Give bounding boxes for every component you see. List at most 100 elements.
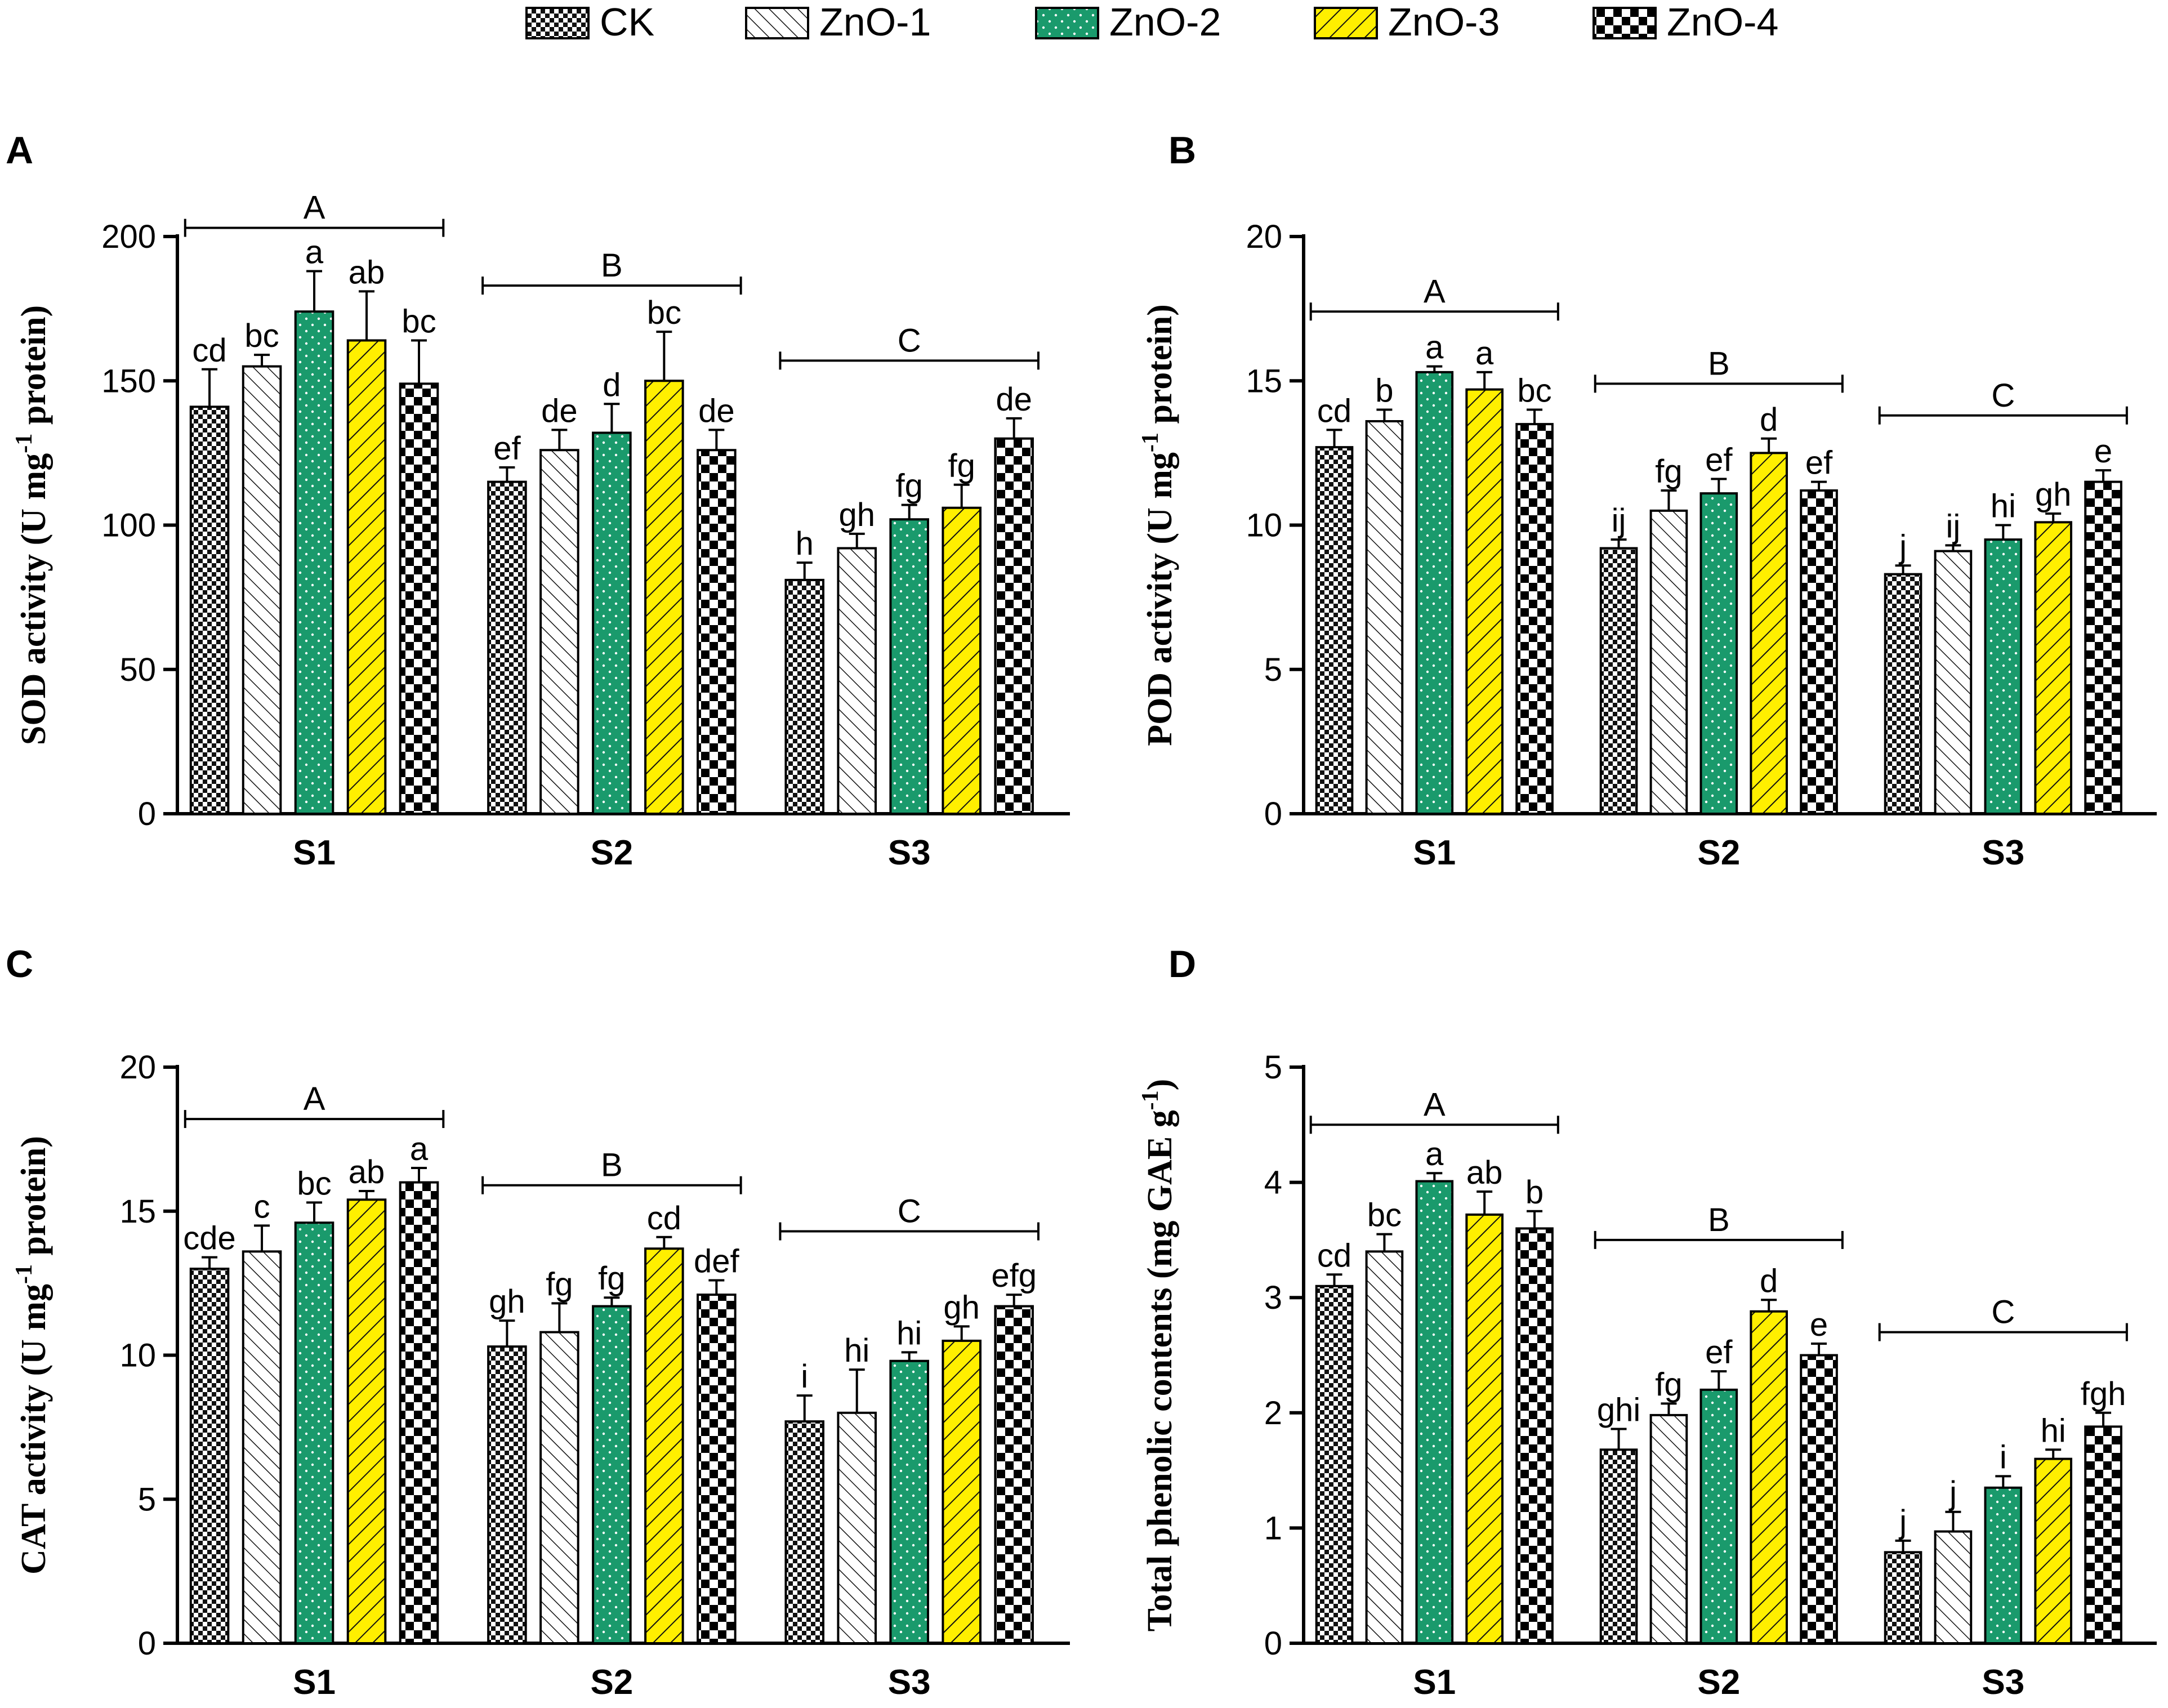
bar-zno-4-s3 bbox=[2084, 480, 2122, 815]
y-tick-label: 150 bbox=[101, 363, 156, 399]
legend-item-zno-3: ZnO-3 bbox=[1314, 0, 1500, 44]
significance-letter: hi bbox=[844, 1332, 869, 1369]
significance-letter: bc bbox=[297, 1165, 331, 1202]
significance-letter: fgh bbox=[2081, 1376, 2126, 1412]
legend-item-zno-2: ZnO-2 bbox=[1035, 0, 1221, 44]
bar-zno-1-s1 bbox=[1365, 1250, 1404, 1645]
significance-letter: ij bbox=[1612, 502, 1626, 539]
significance-letter: a bbox=[305, 234, 324, 271]
bar-zno-3-s1 bbox=[1465, 1213, 1504, 1644]
bar-zno-2-s2 bbox=[1699, 1388, 1738, 1644]
bar-zno-2-s1 bbox=[294, 1221, 334, 1644]
x-tick-label: S1 bbox=[293, 833, 336, 872]
x-tick-label: S2 bbox=[590, 1663, 633, 1702]
y-tick-label: 20 bbox=[1246, 218, 1282, 255]
legend-swatch bbox=[1314, 7, 1378, 39]
significance-letter: fg bbox=[1655, 453, 1682, 490]
significance-letter: ef bbox=[1705, 442, 1733, 479]
group-letter: B bbox=[1708, 1202, 1730, 1238]
bar-zno-1-s3 bbox=[1934, 1530, 1973, 1645]
bar-zno-4-s2 bbox=[1800, 1354, 1838, 1644]
y-tick-label: 10 bbox=[119, 1337, 156, 1374]
panel-letter: B bbox=[1168, 129, 1196, 172]
significance-letter: c bbox=[254, 1188, 270, 1225]
group-letter: A bbox=[1424, 273, 1446, 310]
y-tick-label: 50 bbox=[119, 652, 156, 688]
x-tick-label: S1 bbox=[1413, 1663, 1456, 1702]
bar-zno-4-s2 bbox=[697, 1294, 737, 1644]
y-tick-label: 0 bbox=[1264, 1625, 1282, 1662]
legend-item-ck: CK bbox=[525, 0, 654, 44]
significance-letter: efg bbox=[991, 1257, 1037, 1294]
x-tick-label: S3 bbox=[888, 1663, 931, 1702]
y-tick-label: 0 bbox=[138, 1625, 156, 1662]
y-axis-title-end: protein) bbox=[15, 305, 53, 434]
significance-letter: a bbox=[1475, 335, 1494, 372]
significance-letter: bc bbox=[402, 304, 436, 340]
significance-letter: de bbox=[698, 393, 735, 429]
bar-zno-3-s2 bbox=[644, 380, 684, 815]
x-tick-label: S1 bbox=[293, 1663, 336, 1702]
significance-letter: ab bbox=[349, 1154, 385, 1190]
significance-letter: ab bbox=[349, 254, 385, 291]
bar-zno-1-s2 bbox=[1649, 509, 1688, 815]
bar-zno-2-s3 bbox=[1984, 1486, 2023, 1645]
significance-letter: de bbox=[541, 393, 578, 429]
significance-letter: gh bbox=[943, 1289, 980, 1326]
group-letter: A bbox=[304, 190, 325, 226]
group-letter: B bbox=[601, 1147, 623, 1184]
y-axis-title-sup: -1 bbox=[1137, 1090, 1163, 1110]
y-tick-label: 15 bbox=[119, 1193, 156, 1230]
bar-zno-4-s2 bbox=[1800, 489, 1838, 815]
significance-letter: cd bbox=[1317, 393, 1351, 429]
group-letter: C bbox=[898, 1193, 921, 1230]
bar-zno-4-s3 bbox=[994, 437, 1034, 815]
panel-d: D 0 1 2 3 4 5 Total phenolic contents (mg GAE g… bbox=[1137, 943, 2157, 1702]
legend-item-zno-4: ZnO-4 bbox=[1592, 0, 1778, 44]
group-letter: C bbox=[1991, 1294, 2015, 1331]
bar-zno-1-s1 bbox=[242, 365, 282, 815]
y-tick-label: 5 bbox=[1264, 652, 1282, 688]
significance-letter: bc bbox=[1517, 373, 1551, 409]
bar-zno-2-s2 bbox=[592, 431, 632, 815]
bar-zno-1-s3 bbox=[837, 547, 877, 815]
y-tick-label: 15 bbox=[1246, 363, 1282, 399]
y-axis-title: Total phenolic contents (mg GAE g-1) bbox=[1137, 1079, 1179, 1632]
significance-letter: ef bbox=[1705, 1334, 1733, 1371]
group-letter: C bbox=[1991, 377, 2015, 414]
significance-letter: ab bbox=[1466, 1154, 1503, 1191]
bar-zno-4-s3 bbox=[2084, 1425, 2122, 1645]
bar-zno-2-s2 bbox=[592, 1305, 632, 1644]
y-tick-label: 3 bbox=[1264, 1279, 1282, 1316]
significance-letter: ij bbox=[1946, 508, 1961, 545]
significance-letter: ef bbox=[1805, 445, 1833, 481]
bar-ck-s3 bbox=[1884, 573, 1922, 815]
bar-ck-s2 bbox=[1599, 547, 1638, 815]
bar-zno-2-s3 bbox=[889, 518, 929, 815]
legend-item-zno-1: ZnO-1 bbox=[745, 0, 931, 44]
bar-zno-3-s3 bbox=[942, 506, 982, 815]
y-tick-label: 200 bbox=[101, 218, 156, 255]
y-axis-title-main: Total phenolic contents (mg GAE g bbox=[1141, 1110, 1179, 1631]
legend-label: ZnO-3 bbox=[1388, 0, 1500, 44]
significance-letter: bc bbox=[647, 295, 681, 331]
y-tick-label: 4 bbox=[1264, 1165, 1282, 1201]
group-letter: B bbox=[1708, 345, 1730, 382]
bar-zno-1-s3 bbox=[1934, 550, 1973, 815]
significance-letter: ef bbox=[493, 430, 521, 467]
significance-letter: bc bbox=[244, 318, 279, 354]
significance-letter: gh bbox=[489, 1283, 525, 1320]
significance-letter: cd bbox=[192, 332, 226, 369]
bar-zno-1-s1 bbox=[242, 1250, 282, 1645]
bar-zno-3-s2 bbox=[1750, 452, 1788, 815]
x-tick-label: S2 bbox=[590, 833, 633, 872]
bar-zno-2-s1 bbox=[1415, 371, 1454, 815]
significance-letter: fg bbox=[546, 1266, 573, 1303]
